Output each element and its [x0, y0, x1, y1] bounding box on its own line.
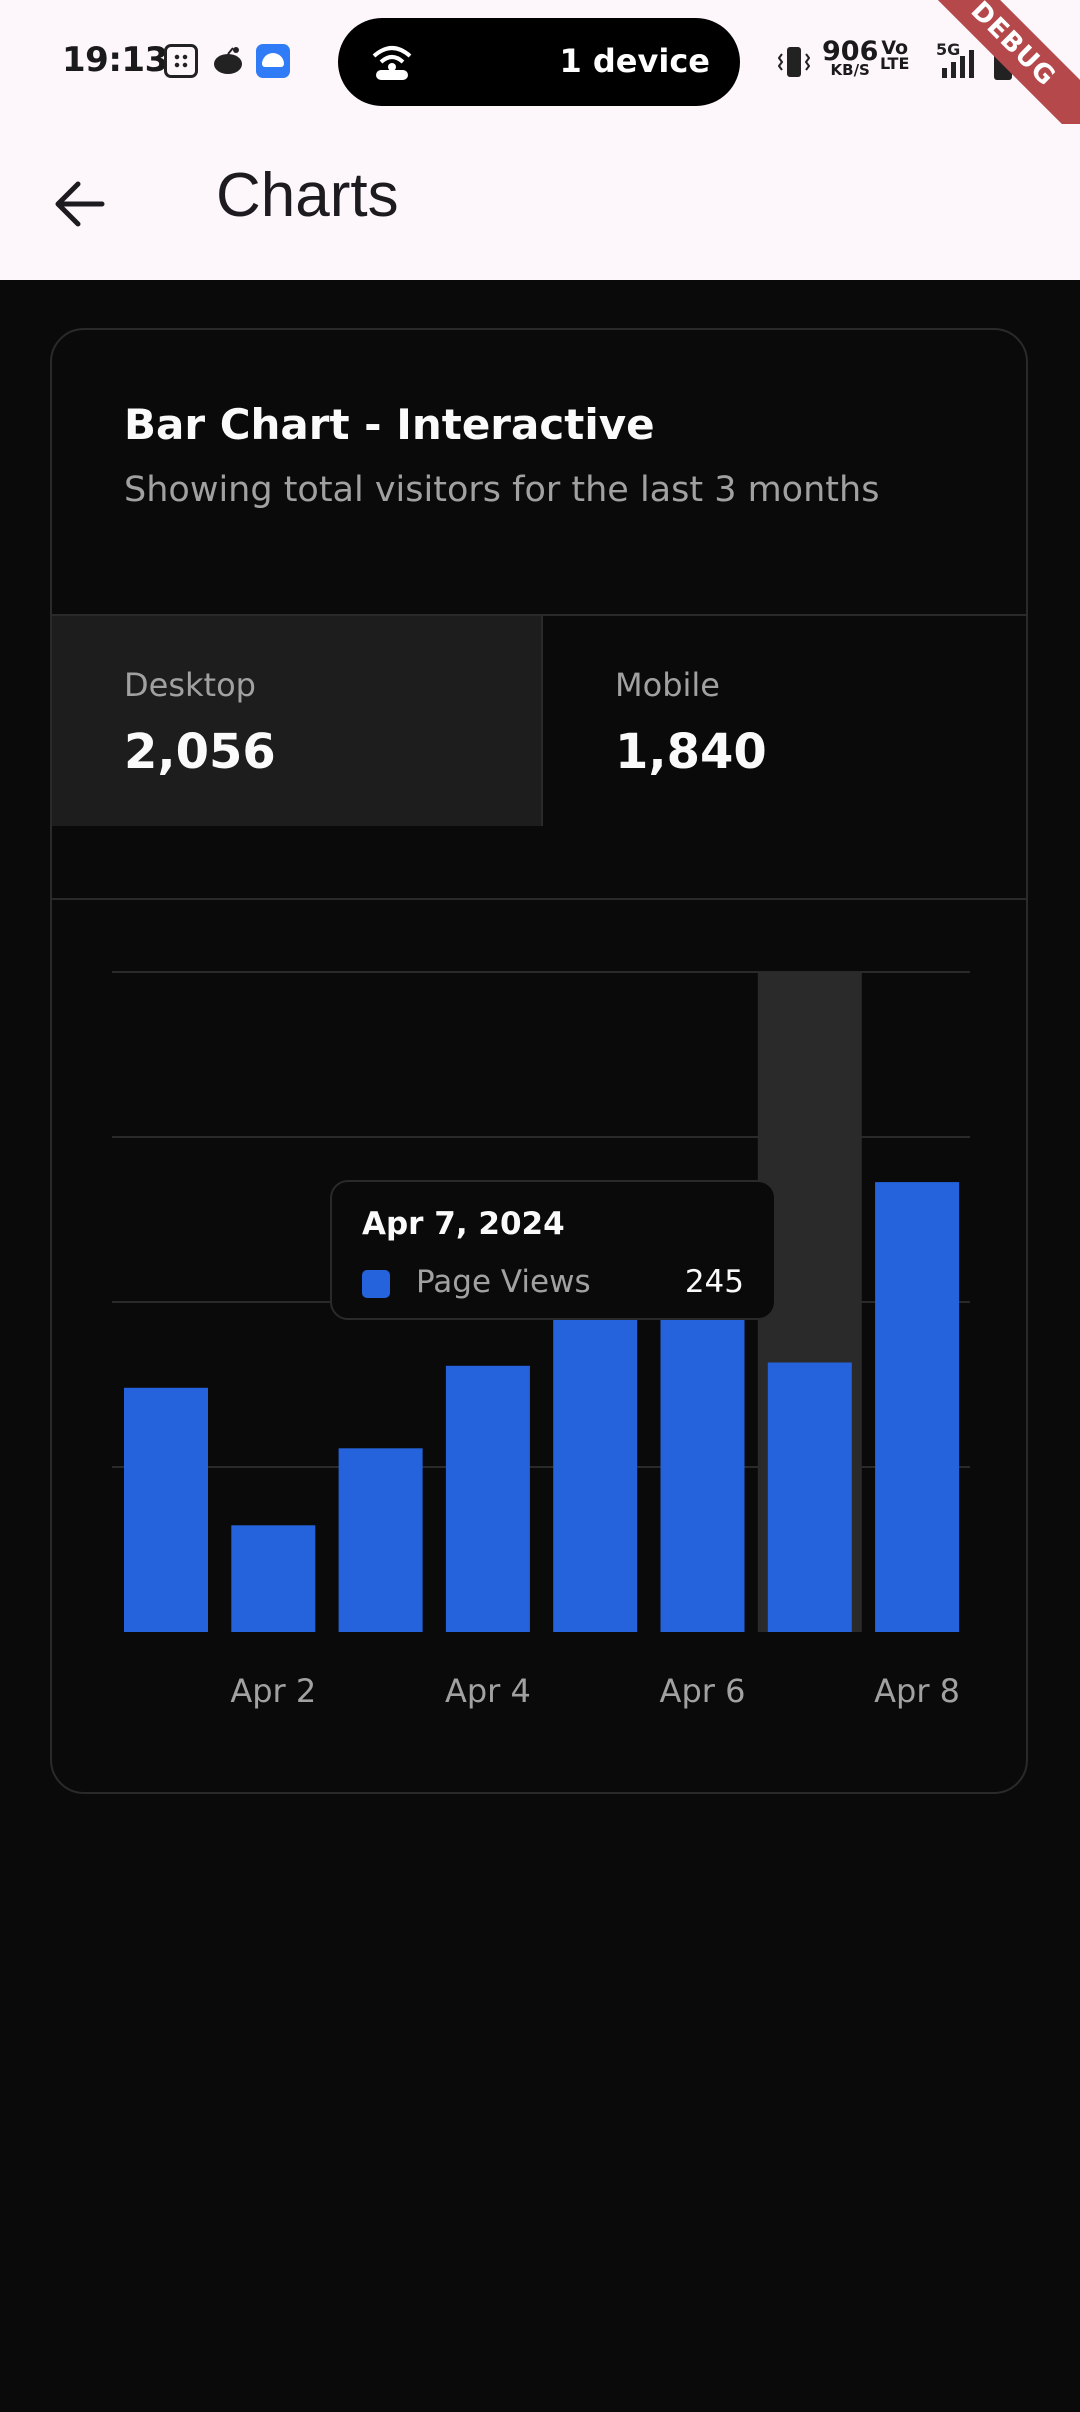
- android-icon: [256, 44, 290, 78]
- chart-bar[interactable]: [338, 1448, 423, 1632]
- tooltip-series-swatch: [362, 1270, 390, 1298]
- hotspot-device-count: 1 device: [559, 42, 710, 80]
- signal-icon: [942, 50, 974, 78]
- app-bar: Charts: [0, 124, 1080, 280]
- header-divider: [52, 614, 1026, 616]
- page-title: Charts: [216, 161, 399, 230]
- x-tick-label: Apr 8: [874, 1672, 960, 1710]
- tooltip-value: 245: [684, 1264, 744, 1300]
- hotspot-pill[interactable]: 1 device: [338, 18, 740, 106]
- vibrate-icon: [778, 47, 810, 77]
- x-tick-label: Apr 4: [445, 1672, 531, 1710]
- chart-bar[interactable]: [875, 1182, 960, 1632]
- stat-mobile[interactable]: Mobile 1,840: [543, 616, 1026, 826]
- reddit-icon: [214, 47, 242, 74]
- chart-bar[interactable]: [124, 1387, 208, 1632]
- chart-bar[interactable]: [767, 1362, 852, 1633]
- tooltip-date: Apr 7, 2024: [362, 1206, 565, 1242]
- x-tick-label: Apr 2: [230, 1672, 316, 1710]
- stat-mobile-label: Mobile: [615, 666, 720, 704]
- back-arrow-icon[interactable]: [44, 164, 124, 244]
- tooltip-series-name: Page Views: [416, 1264, 591, 1300]
- hotspot-icon: [372, 46, 412, 80]
- status-time: 19:13: [62, 40, 168, 80]
- stats-divider: [52, 898, 1026, 900]
- bar-chart-card: Bar Chart - Interactive Showing total vi…: [50, 328, 1028, 1794]
- network-speed: 906 KB/S: [822, 36, 879, 80]
- stat-mobile-value: 1,840: [615, 724, 767, 780]
- chart-bar[interactable]: [660, 1300, 745, 1632]
- bar-chart[interactable]: Apr 2 Apr 4 Apr 6 Apr 8: [52, 330, 1028, 1794]
- stat-separator: [541, 616, 543, 826]
- network-type: 5G: [936, 40, 961, 59]
- chart-tooltip: Apr 7, 2024 Page Views 245: [330, 1180, 776, 1320]
- stat-desktop-label: Desktop: [124, 666, 256, 704]
- calculator-icon: [164, 44, 198, 78]
- chart-bar[interactable]: [231, 1525, 316, 1632]
- card-title: Bar Chart - Interactive: [124, 400, 655, 449]
- volte-indicator: Vo LTE: [880, 37, 910, 74]
- status-bar: 19:13 1 device 906 KB/S Vo LTE 5G: [0, 0, 1080, 148]
- stat-desktop-value: 2,056: [124, 724, 276, 780]
- chart-bar[interactable]: [445, 1365, 530, 1632]
- stat-desktop[interactable]: Desktop 2,056: [52, 616, 541, 826]
- card-description: Showing total visitors for the last 3 mo…: [124, 470, 880, 510]
- x-tick-label: Apr 6: [660, 1672, 746, 1710]
